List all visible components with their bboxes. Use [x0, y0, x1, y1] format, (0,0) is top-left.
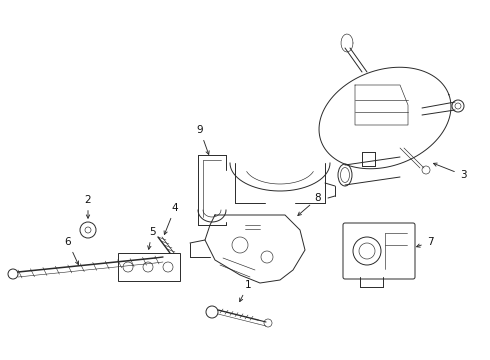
Bar: [118, 253, 180, 281]
Text: 1: 1: [240, 280, 251, 302]
Text: 2: 2: [85, 195, 91, 218]
Text: 4: 4: [164, 203, 178, 234]
Text: 9: 9: [196, 125, 209, 154]
Text: 8: 8: [298, 193, 321, 216]
Text: 7: 7: [416, 237, 433, 247]
Text: 5: 5: [147, 227, 155, 249]
Text: 3: 3: [434, 163, 466, 180]
Text: 6: 6: [65, 237, 78, 265]
